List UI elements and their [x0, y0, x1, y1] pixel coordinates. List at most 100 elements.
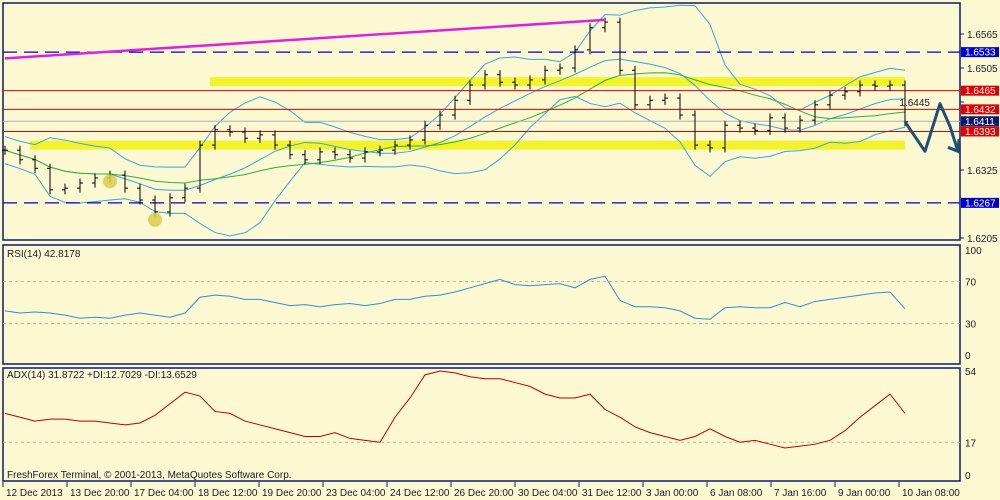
support-resistance-zone — [30, 140, 905, 150]
ohlc-bar — [362, 147, 368, 163]
ohlc-bar — [527, 75, 533, 90]
ohlc-bar — [17, 145, 23, 165]
ohlc-bar — [257, 130, 263, 143]
adx-panel-frame — [2, 367, 961, 482]
ohlc-bar — [182, 183, 188, 203]
ohlc-bar — [827, 90, 833, 110]
ohlc-bar — [857, 80, 863, 97]
rsi-title: RSI(14) 42.8178 — [7, 249, 81, 260]
trendline — [4, 18, 606, 60]
ohlc-bar — [347, 150, 353, 163]
ohlc-bar — [872, 80, 878, 91]
ohlc-bar — [782, 113, 788, 133]
ohlc-bar — [842, 87, 848, 100]
ohlc-bar — [2, 145, 8, 155]
ohlc-bar — [482, 70, 488, 90]
ohlc-bar — [137, 183, 143, 205]
time-label: 24 Dec 12:00 — [390, 488, 450, 499]
ohlc-bar — [557, 63, 563, 75]
price-tick-label: 1.6565 — [967, 30, 998, 41]
price-level-badge — [961, 47, 999, 58]
time-label: 26 Dec 20:00 — [454, 488, 514, 499]
rsi-tick-label: 70 — [965, 278, 977, 289]
ohlc-bar — [692, 110, 698, 150]
forecast-arrow — [903, 102, 960, 153]
rsi-tick-label: 100 — [965, 246, 982, 257]
ohlc-bar — [32, 155, 38, 173]
price-level-badge — [961, 197, 999, 208]
ohlc-bar — [62, 183, 68, 195]
ohlc-bar — [677, 93, 683, 120]
price-tick-label: 1.6325 — [967, 166, 998, 177]
rsi-panel-frame — [2, 244, 961, 365]
ohlc-bar — [437, 110, 443, 130]
ohlc-bar — [662, 93, 668, 105]
price-level-badge — [961, 116, 999, 127]
ohlc-bar — [587, 23, 593, 55]
time-label: 9 Jan 00:00 — [838, 488, 891, 499]
price-level-label: 1.6432 — [965, 105, 996, 116]
ohlc-bar — [572, 45, 578, 73]
rsi-tick-label: 30 — [965, 320, 977, 331]
price-level-label: 1.6393 — [965, 127, 996, 138]
ohlc-bar — [272, 130, 278, 150]
ohlc-bar — [752, 123, 758, 135]
price-level-badge — [961, 85, 999, 96]
ohlc-bar — [542, 65, 548, 85]
time-label: 18 Dec 12:00 — [198, 488, 258, 499]
price-level-label: 1.6411 — [965, 117, 995, 128]
price-level-badge — [961, 104, 999, 115]
ohlc-bar — [887, 80, 893, 91]
rsi-tick-label: 0 — [965, 351, 971, 362]
ohlc-bar — [377, 145, 383, 157]
watermark: FreshForex Terminal, © 2001-2013, MetaQu… — [7, 470, 292, 481]
price-level-label: 1.6465 — [965, 86, 996, 97]
ohlc-bar — [497, 70, 503, 87]
ohlc-bar — [197, 140, 203, 193]
ohlc-bar — [737, 120, 743, 133]
ohlc-bar — [47, 163, 53, 195]
ohlc-bar — [467, 80, 473, 105]
time-label: 7 Jan 16:00 — [774, 488, 827, 499]
ohlc-bar — [332, 147, 338, 160]
moving-average-line — [4, 72, 906, 184]
time-label: 13 Dec 20:00 — [70, 488, 130, 499]
ohlc-bar — [242, 127, 248, 143]
ohlc-bar — [92, 173, 98, 188]
price-level-label: 1.6267 — [965, 198, 996, 209]
ohlc-bar — [287, 140, 293, 160]
ohlc-bar — [422, 120, 428, 145]
adx-line — [4, 370, 906, 449]
adx-tick-label: 54 — [965, 367, 977, 378]
time-label: 12 Dec 2013 — [6, 488, 63, 499]
ohlc-bar — [122, 170, 128, 193]
price-tick-label: 1.6505 — [967, 64, 998, 75]
price-tick-label: 1.6205 — [967, 234, 998, 245]
ohlc-bar — [167, 193, 173, 217]
time-label: 17 Dec 04:00 — [134, 488, 194, 499]
ohlc-bar — [632, 65, 638, 110]
time-label: 19 Dec 20:00 — [262, 488, 322, 499]
ohlc-bar — [722, 120, 728, 153]
time-label: 3 Jan 00:00 — [646, 488, 699, 499]
ohlc-bar — [767, 113, 773, 135]
ohlc-bar — [392, 140, 398, 155]
ohlc-bar — [452, 95, 458, 120]
time-label: 23 Dec 04:00 — [326, 488, 386, 499]
ohlc-bar — [617, 17, 623, 75]
adx-tick-label: 0 — [965, 471, 971, 482]
highlight-point — [148, 212, 162, 227]
rsi-line — [4, 275, 906, 320]
adx-tick-label: 17 — [965, 438, 977, 449]
ohlc-bar — [317, 147, 323, 165]
price-level-label: 1.6533 — [965, 48, 996, 59]
ohlc-bar — [302, 150, 308, 165]
adx-title: ADX(14) 31.8722 +DI:12.7029 -DI:13.6529 — [7, 370, 197, 381]
ohlc-bar — [227, 125, 233, 137]
time-label: 6 Jan 08:00 — [710, 488, 763, 499]
ohlc-bar — [707, 140, 713, 153]
ohlc-bar — [647, 95, 653, 110]
ohlc-bar — [512, 77, 518, 90]
ohlc-bar — [77, 178, 83, 193]
